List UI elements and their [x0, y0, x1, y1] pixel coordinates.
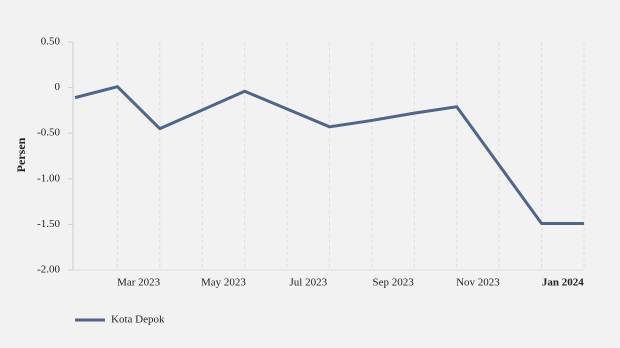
line-series — [74, 85, 584, 225]
y-tick-label: 0 — [55, 81, 61, 93]
x-tick-label: Sep 2023 — [373, 277, 415, 289]
legend-label: Kota Depok — [111, 314, 165, 326]
y-tick-label: -1.00 — [37, 172, 60, 184]
x-tick-label: Mar 2023 — [117, 277, 161, 289]
y-tick-label: -2.00 — [37, 264, 60, 276]
x-tick-label: May 2023 — [201, 277, 246, 289]
x-tick-label: Nov 2023 — [456, 277, 500, 289]
y-tick-label: -0.50 — [37, 127, 60, 139]
y-axis-label: Persen — [14, 137, 28, 172]
y-tick-label: -1.50 — [37, 218, 60, 230]
x-tick-label: Jul 2023 — [289, 277, 327, 289]
y-tick-label: 0.50 — [41, 36, 61, 48]
x-tick-label: Jan 2024 — [542, 277, 584, 289]
